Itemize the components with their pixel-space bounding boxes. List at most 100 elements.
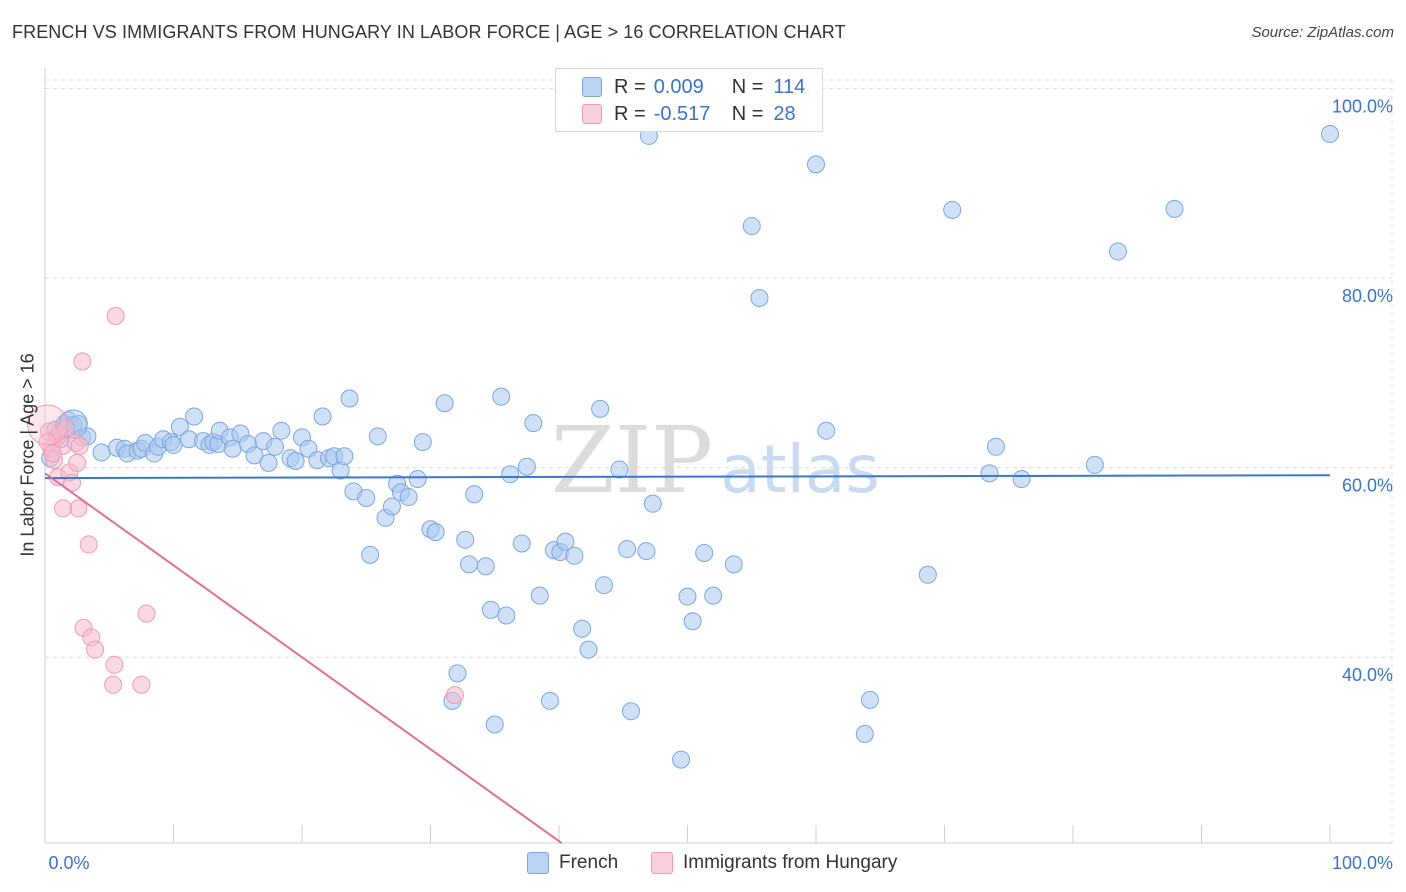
legend-r-value-french: 0.009 bbox=[653, 75, 704, 98]
french-point bbox=[286, 452, 305, 471]
french-point bbox=[476, 557, 495, 576]
x-tick-label-max: 100.0% bbox=[1332, 853, 1393, 873]
french-point bbox=[223, 439, 242, 458]
french-point bbox=[817, 421, 836, 440]
french-point bbox=[678, 587, 697, 606]
hungary-point bbox=[137, 604, 156, 623]
legend-label-hungary: Immigrants from Hungary bbox=[683, 852, 898, 873]
hungary-point bbox=[86, 640, 105, 659]
french-point bbox=[918, 565, 937, 584]
legend-label-french: French bbox=[559, 852, 619, 873]
y-tick-label: 100.0% bbox=[1332, 97, 1393, 117]
hungary-point bbox=[43, 444, 62, 463]
hungary-point bbox=[53, 499, 72, 518]
french-point bbox=[272, 421, 291, 440]
hungary-swatch bbox=[582, 104, 602, 124]
french-point bbox=[335, 447, 354, 466]
y-axis-label: In Labor Force | Age > 16 bbox=[17, 353, 38, 557]
french-point bbox=[492, 387, 511, 406]
french-point bbox=[382, 497, 401, 516]
chart-title: FRENCH VS IMMIGRANTS FROM HUNGARY IN LAB… bbox=[12, 22, 846, 42]
watermark: ZIP atlas bbox=[551, 407, 880, 514]
french-point bbox=[92, 443, 111, 462]
series-legend: French Immigrants from Hungary bbox=[0, 852, 1406, 878]
french-point bbox=[530, 586, 549, 605]
french-point bbox=[750, 289, 769, 307]
french-point bbox=[245, 446, 264, 465]
hungary-point bbox=[56, 418, 75, 437]
french-point bbox=[340, 389, 359, 408]
french-point bbox=[361, 545, 380, 564]
french-point bbox=[742, 216, 761, 235]
legend-r-label: R = bbox=[614, 75, 646, 98]
hungary-points bbox=[27, 307, 464, 705]
legend-n-value-hungary: 28 bbox=[773, 102, 796, 125]
french-point bbox=[357, 488, 376, 507]
french-point bbox=[481, 600, 500, 619]
french-point bbox=[637, 542, 656, 561]
french-points bbox=[41, 125, 1339, 769]
hungary-point bbox=[104, 675, 123, 694]
french-point bbox=[541, 691, 560, 710]
french-point bbox=[980, 464, 999, 483]
hungary-point bbox=[445, 686, 464, 705]
french-point bbox=[465, 485, 484, 504]
french-point bbox=[807, 155, 825, 174]
french-point bbox=[1108, 242, 1127, 261]
french-swatch bbox=[582, 77, 602, 97]
legend-item-hungary[interactable]: Immigrants from Hungary bbox=[651, 852, 897, 874]
hungary-point-large bbox=[27, 404, 69, 446]
legend-r-label: R = bbox=[614, 102, 646, 125]
french-point bbox=[517, 457, 536, 476]
tick-labels: 40.0% 60.0% 80.0% 100.0% 0.0% 100.0% bbox=[48, 97, 1393, 873]
french-point bbox=[456, 530, 475, 549]
french-point bbox=[185, 407, 204, 426]
legend-item-french[interactable]: French bbox=[527, 852, 618, 874]
french-point bbox=[259, 453, 278, 472]
trend-lines bbox=[44, 472, 1331, 844]
x-tick-label-min: 0.0% bbox=[48, 853, 89, 873]
french-point bbox=[643, 494, 662, 513]
french-point bbox=[591, 399, 610, 418]
french-point bbox=[313, 407, 332, 426]
legend-n-value-french: 114 bbox=[773, 75, 806, 98]
french-point bbox=[695, 543, 714, 562]
french-point bbox=[460, 555, 479, 574]
french-point bbox=[413, 433, 432, 452]
hungary-point bbox=[106, 307, 125, 326]
french-point bbox=[164, 435, 183, 454]
y-tick-label: 80.0% bbox=[1342, 286, 1393, 306]
french-point bbox=[426, 523, 445, 542]
watermark-atlas: atlas bbox=[720, 431, 880, 508]
french-point bbox=[986, 437, 1005, 456]
french-point bbox=[724, 555, 743, 574]
french-point bbox=[621, 702, 640, 721]
hungary-point bbox=[73, 352, 92, 371]
french-point bbox=[943, 200, 962, 219]
french-point bbox=[618, 540, 637, 559]
french-point bbox=[448, 664, 467, 683]
legend-r-value-hungary: -0.517 bbox=[653, 102, 711, 125]
french-point bbox=[573, 619, 592, 638]
french-point bbox=[855, 725, 874, 743]
french-point bbox=[485, 715, 504, 734]
legend-row-hungary: R = -0.517 N = 28 bbox=[582, 102, 796, 126]
french-point bbox=[524, 414, 543, 433]
french-point bbox=[610, 460, 629, 479]
french-point bbox=[860, 690, 879, 709]
french-point bbox=[435, 394, 454, 413]
french-trend-line bbox=[44, 474, 1331, 480]
y-tick-label: 60.0% bbox=[1342, 476, 1393, 496]
hungary-trend-line bbox=[44, 472, 563, 844]
french-point bbox=[170, 417, 189, 436]
legend-n-label: N = bbox=[731, 102, 764, 125]
french-point bbox=[579, 640, 598, 659]
correlation-legend: R = 0.009 N = 114 R = -0.517 N = 28 bbox=[555, 68, 823, 132]
french-point bbox=[408, 470, 427, 489]
hungary-point bbox=[70, 436, 89, 455]
french-point bbox=[1012, 470, 1031, 489]
hungary-point bbox=[68, 453, 87, 472]
french-point bbox=[594, 576, 613, 595]
french-point bbox=[501, 465, 520, 484]
